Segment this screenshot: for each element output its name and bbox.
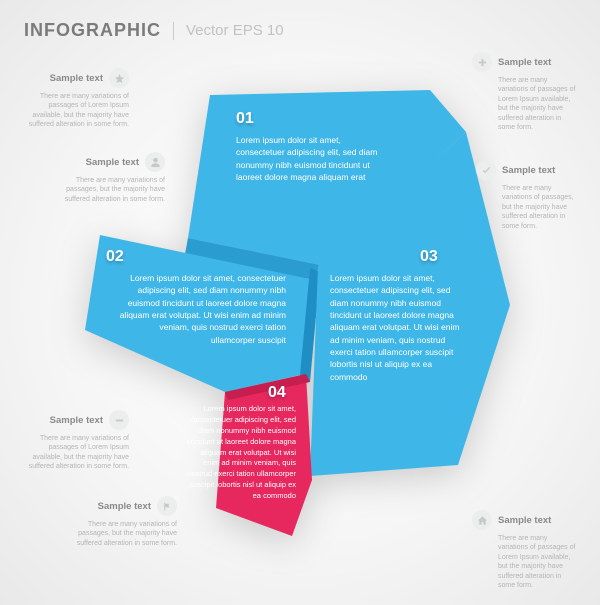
note-n7: Sample text There are many variations of … bbox=[472, 510, 577, 591]
note-title: Sample text bbox=[502, 165, 555, 176]
note-title: Sample text bbox=[498, 57, 551, 68]
note-title: Sample text bbox=[498, 515, 551, 526]
star-icon bbox=[109, 68, 129, 88]
segment-01-number: 01 bbox=[236, 110, 254, 128]
note-n4: Sample text There are many variations of … bbox=[72, 496, 177, 548]
check-icon bbox=[476, 160, 496, 180]
home-icon bbox=[472, 510, 492, 530]
note-text: There are many variations of passages, b… bbox=[72, 520, 177, 548]
note-text: There are many variations of passages, b… bbox=[502, 184, 581, 231]
segment-03-text: Lorem ipsum dolor sit amet, consectetuer… bbox=[330, 272, 470, 383]
note-title: Sample text bbox=[98, 501, 151, 512]
segment-02-text: Lorem ipsum dolor sit amet, consectetuer… bbox=[118, 272, 286, 346]
note-title: Sample text bbox=[50, 415, 103, 426]
note-text: There are many variations of passages of… bbox=[24, 92, 129, 130]
note-n2: Sample text There are many variations of … bbox=[60, 152, 165, 204]
note-text: There are many variations of passages of… bbox=[498, 534, 577, 591]
note-text: There are many variations of passages of… bbox=[498, 76, 577, 133]
note-title: Sample text bbox=[86, 157, 139, 168]
segment-02-number: 02 bbox=[106, 248, 124, 266]
segment-01-text: Lorem ipsum dolor sit amet, consectetuer… bbox=[236, 134, 391, 183]
note-n1: Sample text There are many variations of … bbox=[24, 68, 129, 130]
segment-04-text: Lorem ipsum dolor sit amet, consectetuer… bbox=[184, 404, 296, 502]
note-n3: Sample text There are many variations of … bbox=[24, 410, 129, 472]
segment-04-number: 04 bbox=[268, 384, 286, 402]
user-icon bbox=[145, 152, 165, 172]
segment-03-number: 03 bbox=[420, 248, 438, 266]
note-n5: Sample text There are many variations of … bbox=[472, 52, 577, 133]
note-text: There are many variations of passages, b… bbox=[60, 176, 165, 204]
note-title: Sample text bbox=[50, 73, 103, 84]
note-n6: Sample text There are many variations of … bbox=[476, 160, 581, 231]
flag-icon bbox=[157, 496, 177, 516]
note-text: There are many variations of passages of… bbox=[24, 434, 129, 472]
minus-icon bbox=[109, 410, 129, 430]
plus-icon bbox=[472, 52, 492, 72]
